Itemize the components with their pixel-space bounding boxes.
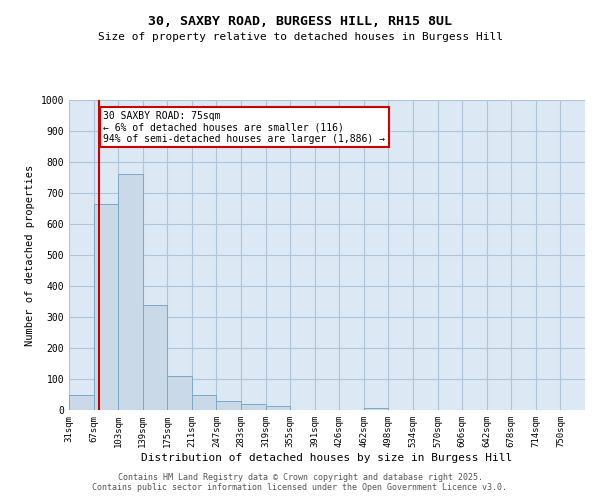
Bar xyxy=(69,394,94,410)
Bar xyxy=(266,406,290,410)
Bar xyxy=(167,376,192,410)
Bar xyxy=(241,404,266,410)
Y-axis label: Number of detached properties: Number of detached properties xyxy=(25,164,35,346)
Text: 30 SAXBY ROAD: 75sqm
← 6% of detached houses are smaller (116)
94% of semi-detac: 30 SAXBY ROAD: 75sqm ← 6% of detached ho… xyxy=(103,111,385,144)
Bar xyxy=(143,304,167,410)
Bar xyxy=(94,204,118,410)
Bar xyxy=(192,395,217,410)
Text: Contains HM Land Registry data © Crown copyright and database right 2025.
Contai: Contains HM Land Registry data © Crown c… xyxy=(92,473,508,492)
Bar xyxy=(217,402,241,410)
Text: Size of property relative to detached houses in Burgess Hill: Size of property relative to detached ho… xyxy=(97,32,503,42)
Bar xyxy=(118,174,143,410)
Text: 30, SAXBY ROAD, BURGESS HILL, RH15 8UL: 30, SAXBY ROAD, BURGESS HILL, RH15 8UL xyxy=(148,15,452,28)
X-axis label: Distribution of detached houses by size in Burgess Hill: Distribution of detached houses by size … xyxy=(142,452,512,462)
Bar xyxy=(364,408,388,410)
